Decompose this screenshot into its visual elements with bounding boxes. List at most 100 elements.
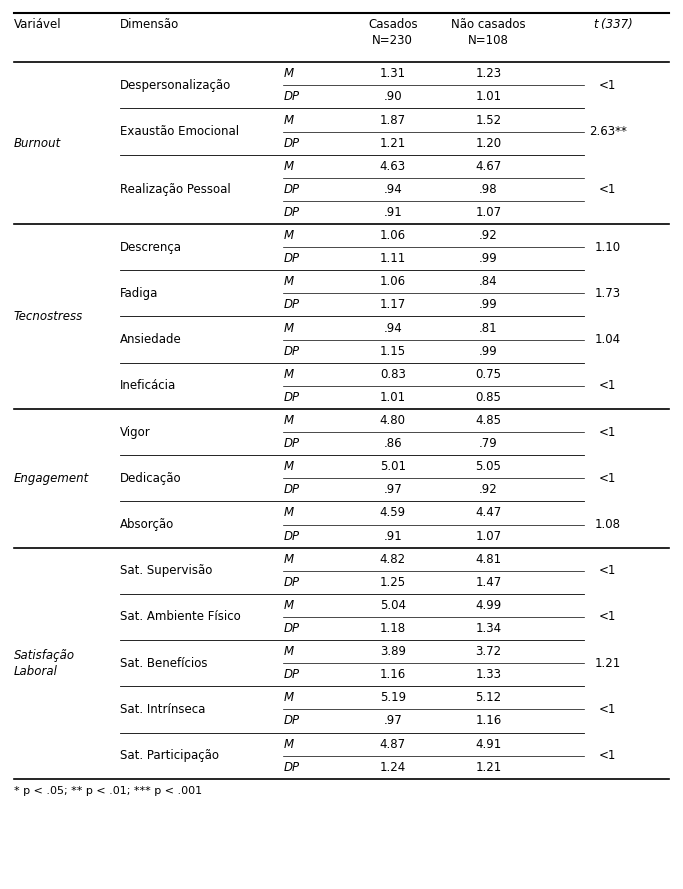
Text: .98: .98 — [479, 183, 498, 196]
Text: DP: DP — [283, 484, 300, 496]
Text: M: M — [283, 738, 294, 750]
Text: Vigor: Vigor — [120, 426, 150, 438]
Text: .84: .84 — [479, 276, 498, 288]
Text: 5.04: 5.04 — [380, 599, 406, 612]
Text: M: M — [283, 692, 294, 704]
Text: M: M — [283, 368, 294, 380]
Text: 1.06: 1.06 — [380, 276, 406, 288]
Text: <1: <1 — [599, 79, 617, 92]
Text: .79: .79 — [479, 437, 498, 450]
Text: Sat. Ambiente Físico: Sat. Ambiente Físico — [120, 611, 240, 623]
Text: DP: DP — [283, 391, 300, 404]
Text: M: M — [283, 114, 294, 126]
Text: 1.73: 1.73 — [595, 287, 621, 300]
Text: .94: .94 — [383, 183, 402, 196]
Text: 4.99: 4.99 — [475, 599, 501, 612]
Text: .99: .99 — [479, 345, 498, 357]
Text: 3.72: 3.72 — [475, 645, 501, 658]
Text: .94: .94 — [383, 322, 402, 334]
Text: DP: DP — [283, 345, 300, 357]
Text: M: M — [283, 229, 294, 242]
Text: DP: DP — [283, 137, 300, 149]
Text: 1.21: 1.21 — [380, 137, 406, 149]
Text: Absorção: Absorção — [120, 518, 173, 531]
Text: DP: DP — [283, 206, 300, 219]
Text: DP: DP — [283, 576, 300, 589]
Text: M: M — [283, 322, 294, 334]
Text: 4.47: 4.47 — [475, 507, 501, 519]
Text: 1.17: 1.17 — [380, 299, 406, 311]
Text: DP: DP — [283, 715, 300, 727]
Text: Tecnostress: Tecnostress — [14, 310, 83, 323]
Text: 5.12: 5.12 — [475, 692, 501, 704]
Text: M: M — [283, 276, 294, 288]
Text: 5.05: 5.05 — [475, 461, 501, 473]
Text: DP: DP — [283, 761, 300, 773]
Text: 1.25: 1.25 — [380, 576, 406, 589]
Text: <1: <1 — [599, 611, 617, 623]
Text: Sat. Participação: Sat. Participação — [120, 749, 219, 762]
Text: .99: .99 — [479, 299, 498, 311]
Text: 4.81: 4.81 — [475, 553, 501, 565]
Text: 3.89: 3.89 — [380, 645, 406, 658]
Text: .90: .90 — [383, 91, 402, 103]
Text: 4.82: 4.82 — [380, 553, 406, 565]
Text: 1.24: 1.24 — [380, 761, 406, 773]
Text: M: M — [283, 599, 294, 612]
Text: 1.04: 1.04 — [595, 333, 621, 346]
Text: 4.80: 4.80 — [380, 414, 406, 427]
Text: 1.34: 1.34 — [475, 622, 501, 635]
Text: .97: .97 — [383, 484, 402, 496]
Text: Burnout: Burnout — [14, 137, 61, 149]
Text: 1.20: 1.20 — [475, 137, 501, 149]
Text: 4.59: 4.59 — [380, 507, 406, 519]
Text: <1: <1 — [599, 703, 617, 716]
Text: <1: <1 — [599, 183, 617, 196]
Text: 2.63**: 2.63** — [589, 125, 627, 138]
Text: DP: DP — [283, 622, 300, 635]
Text: .91: .91 — [383, 206, 402, 219]
Text: 1.16: 1.16 — [475, 715, 501, 727]
Text: 4.87: 4.87 — [380, 738, 406, 750]
Text: 4.91: 4.91 — [475, 738, 501, 750]
Text: .91: .91 — [383, 530, 402, 542]
Text: .97: .97 — [383, 715, 402, 727]
Text: 0.75: 0.75 — [475, 368, 501, 380]
Text: 5.01: 5.01 — [380, 461, 406, 473]
Text: <1: <1 — [599, 749, 617, 762]
Text: 1.10: 1.10 — [595, 241, 621, 253]
Text: 1.01: 1.01 — [475, 91, 501, 103]
Text: 4.85: 4.85 — [475, 414, 501, 427]
Text: Casados
N=230: Casados N=230 — [368, 18, 417, 47]
Text: DP: DP — [283, 437, 300, 450]
Text: Dedicação: Dedicação — [120, 472, 181, 485]
Text: 1.08: 1.08 — [595, 518, 621, 531]
Text: 1.07: 1.07 — [475, 206, 501, 219]
Text: 1.11: 1.11 — [380, 252, 406, 265]
Text: 1.16: 1.16 — [380, 669, 406, 681]
Text: 1.18: 1.18 — [380, 622, 406, 635]
Text: <1: <1 — [599, 380, 617, 392]
Text: 1.23: 1.23 — [475, 68, 501, 80]
Text: 1.47: 1.47 — [475, 576, 501, 589]
Text: Exaustão Emocional: Exaustão Emocional — [120, 125, 238, 138]
Text: DP: DP — [283, 252, 300, 265]
Text: Despersonalização: Despersonalização — [120, 79, 231, 92]
Text: M: M — [283, 553, 294, 565]
Text: Satisfação
Laboral: Satisfação Laboral — [14, 649, 74, 677]
Text: M: M — [283, 645, 294, 658]
Text: Descrença: Descrença — [120, 241, 182, 253]
Text: 1.15: 1.15 — [380, 345, 406, 357]
Text: DP: DP — [283, 183, 300, 196]
Text: .92: .92 — [479, 484, 498, 496]
Text: 1.06: 1.06 — [380, 229, 406, 242]
Text: 0.83: 0.83 — [380, 368, 406, 380]
Text: Dimensão: Dimensão — [120, 18, 179, 31]
Text: M: M — [283, 68, 294, 80]
Text: 1.31: 1.31 — [380, 68, 406, 80]
Text: 0.85: 0.85 — [475, 391, 501, 404]
Text: Engagement: Engagement — [14, 472, 89, 485]
Text: <1: <1 — [599, 472, 617, 485]
Text: Sat. Benefícios: Sat. Benefícios — [120, 657, 207, 669]
Text: .81: .81 — [479, 322, 498, 334]
